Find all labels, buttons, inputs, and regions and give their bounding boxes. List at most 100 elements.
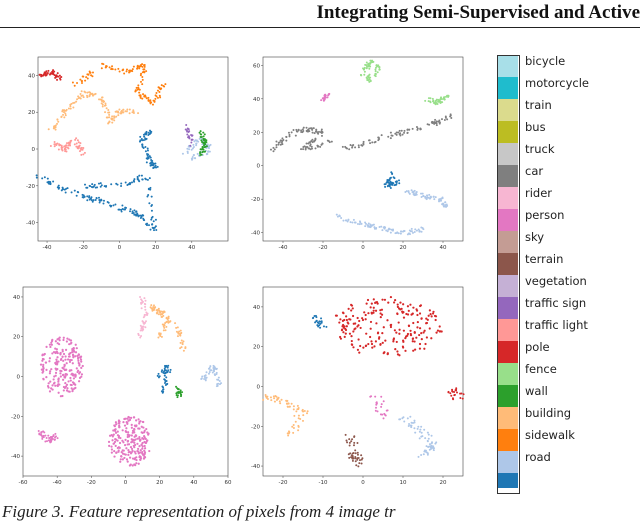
data-point	[349, 318, 352, 321]
data-point	[428, 197, 431, 200]
data-point	[420, 192, 423, 195]
data-point	[324, 96, 327, 99]
data-point	[214, 374, 217, 377]
data-point	[215, 367, 218, 370]
data-point	[141, 139, 144, 142]
data-point	[61, 110, 64, 113]
data-point	[319, 326, 322, 329]
data-point	[315, 128, 318, 131]
data-point	[440, 118, 443, 121]
data-point	[57, 187, 60, 190]
data-point	[142, 325, 145, 328]
data-point	[367, 74, 370, 77]
data-point	[128, 456, 132, 459]
data-point	[390, 134, 393, 137]
data-point	[139, 329, 142, 332]
data-point	[351, 452, 354, 455]
data-point	[445, 203, 448, 206]
data-point	[135, 86, 138, 89]
data-point	[140, 326, 143, 329]
data-point	[76, 370, 79, 374]
data-point	[108, 444, 111, 448]
data-point	[356, 348, 360, 351]
data-point	[77, 141, 80, 144]
data-point	[64, 382, 67, 385]
data-point	[72, 373, 75, 376]
data-point	[278, 400, 281, 403]
data-point	[351, 146, 354, 149]
data-point	[216, 384, 219, 387]
data-point	[420, 195, 423, 198]
data-point	[176, 387, 179, 390]
data-point	[373, 345, 376, 348]
data-point	[146, 178, 149, 181]
data-point	[380, 405, 383, 408]
data-point	[167, 369, 170, 372]
data-point	[86, 91, 89, 94]
data-point	[141, 420, 144, 424]
data-point	[374, 395, 377, 398]
data-point	[425, 336, 428, 339]
data-point	[397, 131, 400, 134]
data-point	[207, 147, 210, 150]
data-point	[134, 452, 137, 455]
data-point	[102, 199, 105, 202]
data-point	[412, 306, 415, 309]
data-point	[164, 383, 167, 386]
cluster-traffic-light	[49, 137, 86, 156]
legend-label: sky	[525, 230, 545, 244]
data-point	[364, 318, 367, 321]
data-point	[385, 229, 388, 232]
data-point	[434, 318, 437, 322]
data-point	[363, 70, 366, 73]
data-point	[443, 96, 446, 99]
data-point	[196, 152, 199, 155]
data-point	[408, 422, 411, 425]
data-point	[151, 309, 154, 312]
data-point	[123, 424, 127, 427]
data-point	[455, 387, 458, 390]
data-point	[42, 363, 45, 366]
data-point	[158, 375, 161, 378]
data-point	[390, 228, 393, 231]
data-point	[446, 94, 449, 97]
data-point	[121, 429, 124, 432]
data-point	[165, 376, 168, 379]
data-point	[314, 139, 317, 142]
data-point	[393, 177, 396, 180]
data-point	[66, 187, 69, 190]
data-point	[49, 370, 52, 373]
data-point	[117, 450, 120, 453]
data-point	[272, 146, 275, 149]
data-point	[301, 408, 304, 411]
legend-item: building	[496, 406, 636, 430]
data-point	[425, 317, 428, 320]
data-point	[51, 352, 54, 355]
data-point	[266, 397, 269, 400]
data-point	[205, 139, 208, 142]
data-point	[166, 382, 169, 385]
data-point	[412, 422, 415, 425]
data-point	[360, 74, 363, 77]
data-point	[393, 184, 396, 187]
data-point	[68, 369, 72, 372]
data-point	[53, 438, 56, 441]
data-point	[203, 133, 206, 136]
cluster-traffic-sign	[184, 123, 194, 147]
data-point	[35, 176, 38, 179]
legend-swatch	[497, 341, 518, 363]
data-point	[149, 162, 152, 165]
data-point	[72, 377, 76, 380]
data-point	[208, 366, 211, 369]
data-point	[411, 337, 415, 340]
data-point	[138, 67, 141, 70]
data-point	[445, 205, 448, 208]
data-point	[47, 434, 50, 437]
data-point	[353, 436, 356, 439]
data-point	[61, 188, 64, 191]
data-point	[352, 218, 355, 221]
data-point	[398, 179, 401, 182]
data-point	[381, 229, 384, 232]
data-point	[357, 465, 360, 468]
data-point	[104, 104, 107, 107]
